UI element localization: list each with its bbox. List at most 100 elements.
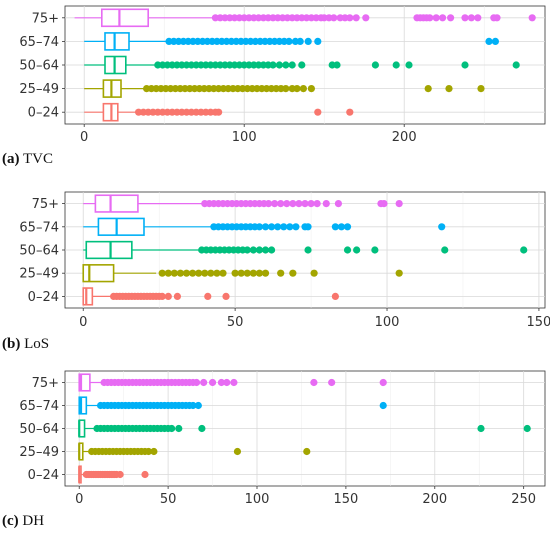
dh-box-0: [78, 373, 387, 392]
dh-x-tick-label: 50: [160, 492, 177, 507]
tvc-box-0: [74, 8, 536, 28]
los-outlier-point: [201, 269, 209, 277]
tvc-outlier-point: [269, 61, 277, 69]
los-outlier-point: [301, 200, 309, 208]
los-outlier-point: [222, 292, 230, 300]
los-outlier-point: [343, 246, 352, 254]
los-outlier-point: [274, 223, 282, 231]
panel-los: 0 50 100 150 75+ 65–74 50–64 25–49 0–24: [19, 191, 550, 330]
los-outlier-point: [289, 269, 297, 277]
los-outlier-point: [176, 269, 185, 277]
tvc-outlier-point: [296, 37, 304, 46]
tvc-outlier-point: [426, 14, 434, 22]
los-outlier-point: [173, 292, 182, 300]
caption-dh-text: DH: [22, 513, 45, 529]
los-x-tick-label: 150: [527, 315, 550, 330]
caption-tvc-text: TVC: [22, 151, 53, 167]
los-box-1: [83, 217, 446, 236]
los-outlier-point: [343, 223, 352, 231]
tvc-outlier-point: [299, 85, 307, 93]
dh-box-4: [78, 465, 149, 484]
tvc-x-tick-label: 0: [80, 130, 88, 145]
dh-outlier-point: [208, 378, 217, 387]
los-outlier-point: [283, 200, 291, 208]
los-outlier-point: [438, 223, 446, 231]
tvc-outlier-point: [282, 61, 290, 69]
tvc-outlier-point: [474, 14, 482, 22]
tvc-outlier-point: [346, 14, 354, 22]
tvc-outlier-point: [432, 14, 440, 22]
los-box-4: [82, 287, 339, 306]
tvc-outlier-point: [461, 14, 469, 22]
dh-outlier-point: [144, 447, 153, 456]
dh-box-iqr: [78, 373, 91, 392]
tvc-outlier-point: [333, 61, 341, 69]
dh-x-tick-label: 250: [511, 492, 536, 507]
tvc-outlier-point: [424, 85, 432, 93]
los-outlier-point: [213, 269, 221, 277]
los-category-label: 25–49: [19, 267, 59, 282]
dh-category-label: 50–64: [19, 422, 59, 437]
tvc-outlier-point: [215, 108, 223, 116]
dh-outlier-point: [189, 401, 197, 410]
dh-x-tick-label: 100: [245, 492, 270, 507]
los-outlier-point: [331, 223, 339, 231]
los-outlier-point: [255, 223, 264, 231]
los-outlier-point: [310, 269, 318, 277]
los-outlier-point: [243, 246, 251, 254]
los-outlier-point: [188, 269, 197, 277]
los-outlier-point: [395, 269, 403, 277]
tvc-outlier-point: [314, 108, 322, 116]
dh-outlier-point: [379, 378, 387, 387]
tvc-outlier-point: [445, 85, 453, 93]
tvc-category-label: 0–24: [28, 106, 59, 121]
dh-box-1: [78, 396, 387, 415]
caption-los-letter: (b): [2, 336, 21, 352]
dh-category-label: 0–24: [28, 468, 59, 483]
los-outlier-point: [277, 269, 285, 277]
los-outlier-point: [261, 269, 270, 277]
los-outlier-point: [395, 200, 403, 208]
los-outlier-point: [353, 246, 361, 254]
tvc-category-label: 25–49: [19, 82, 59, 97]
los-outlier-point: [313, 200, 321, 208]
tvc-outlier-point: [392, 61, 400, 69]
los-outlier-point: [331, 292, 339, 300]
tvc-outlier-point: [314, 37, 322, 46]
los-outlier-point: [322, 200, 330, 208]
los-category-label: 0–24: [28, 290, 59, 305]
los-outlier-point: [158, 292, 166, 300]
los-outlier-point: [261, 246, 270, 254]
tvc-category-label: 65–74: [19, 35, 59, 50]
tvc-outlier-point: [493, 14, 501, 22]
tvc-outlier-point: [304, 37, 312, 46]
los-outlier-point: [304, 223, 312, 231]
los-outlier-point: [158, 269, 166, 277]
tvc-outlier-point: [477, 85, 485, 93]
tvc-outlier-point: [528, 14, 536, 22]
tvc-box-1: [84, 32, 499, 51]
tvc-outlier-point: [288, 61, 296, 69]
los-outlier-point: [204, 292, 212, 300]
los-outlier-point: [267, 246, 276, 254]
tvc-outlier-point: [371, 61, 379, 69]
los-outlier-point: [277, 200, 285, 208]
los-outlier-point: [164, 269, 172, 277]
dh-x-tick-label: 0: [75, 492, 83, 507]
los-outlier-point: [295, 200, 303, 208]
caption-dh: (c) DH: [2, 513, 44, 530]
los-x-tick-label: 100: [375, 315, 400, 330]
dh-outlier-point: [192, 378, 201, 387]
tvc-outlier-point: [307, 85, 315, 93]
tvc-category-label: 50–64: [19, 59, 59, 74]
los-outlier-point: [292, 223, 300, 231]
los-outlier-point: [261, 223, 270, 231]
los-box-0: [83, 194, 403, 213]
caption-los: (b) LoS: [2, 336, 49, 353]
tvc-outlier-point: [491, 37, 499, 46]
dh-outlier-point: [223, 378, 231, 387]
los-outlier-point: [231, 269, 239, 277]
caption-tvc: (a) TVC: [2, 151, 53, 168]
dh-outlier-point: [175, 424, 183, 433]
